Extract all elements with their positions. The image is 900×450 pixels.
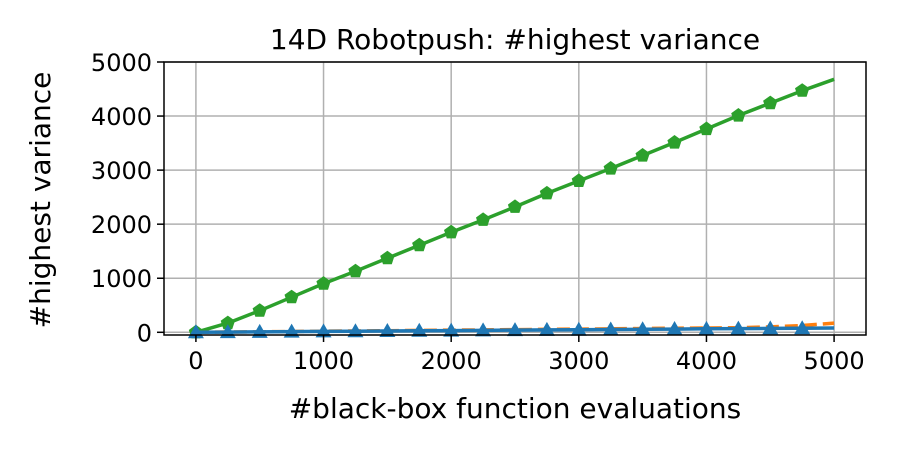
data-point-marker — [347, 323, 364, 338]
data-point-marker — [475, 322, 492, 337]
x-tick-label: 5000 — [804, 347, 865, 375]
data-point-marker — [444, 224, 459, 239]
y-tick-label: 1000 — [91, 265, 152, 293]
data-point-marker — [476, 212, 491, 226]
x-tick-label: 1000 — [293, 347, 354, 375]
data-point-marker — [666, 321, 683, 336]
data-point-marker — [315, 323, 332, 338]
data-point-marker — [794, 320, 811, 335]
data-point-marker — [348, 263, 363, 278]
data-point-marker — [379, 322, 396, 337]
data-point-marker — [603, 161, 618, 175]
data-point-marker — [412, 237, 427, 252]
x-axis-label: #black-box function evaluations — [289, 392, 742, 425]
data-point-marker — [538, 321, 555, 336]
data-point-marker — [731, 108, 746, 122]
data-point-marker — [284, 289, 299, 304]
axis-ticks: 0 1000 2000 3000 4000 5000 0 1000 2000 3000 4000 50… — [91, 49, 865, 375]
data-point-marker — [762, 320, 779, 335]
y-axis-label: #highest variance — [24, 72, 57, 329]
grid-lines — [164, 61, 866, 335]
data-point-marker — [602, 321, 619, 336]
y-tick-label: 2000 — [91, 211, 152, 239]
data-point-marker — [730, 320, 747, 335]
data-point-marker — [411, 322, 428, 337]
data-point-marker — [380, 250, 395, 265]
data-point-marker — [443, 322, 460, 337]
data-point-marker — [635, 148, 650, 162]
data-point-marker — [698, 320, 715, 335]
data-point-marker — [252, 303, 267, 317]
y-tick-label: 0 — [137, 319, 152, 347]
data-point-marker — [507, 322, 523, 337]
y-tick-label: 3000 — [91, 157, 152, 185]
y-tick-label: 4000 — [91, 103, 152, 131]
data-point-marker — [699, 121, 714, 136]
plot-frame — [163, 61, 867, 336]
x-tick-label: 3000 — [548, 347, 609, 375]
x-tick-label: 4000 — [676, 347, 737, 375]
data-point-marker — [667, 135, 682, 149]
data-point-marker — [539, 185, 554, 200]
data-point-marker — [316, 276, 331, 290]
x-tick-label: 2000 — [421, 347, 482, 375]
x-tick-label: 0 — [188, 347, 203, 375]
data-point-marker — [220, 315, 235, 330]
plot-series — [187, 77, 835, 339]
y-tick-label: 5000 — [91, 49, 152, 77]
chart-title: 14D Robotpush: #highest variance — [270, 23, 760, 56]
data-point-marker — [763, 95, 778, 110]
data-point-marker — [634, 321, 651, 336]
data-point-marker — [571, 173, 586, 187]
data-point-marker — [570, 321, 587, 336]
data-point-marker — [507, 199, 523, 213]
data-point-marker — [283, 323, 300, 338]
data-point-marker — [795, 83, 810, 97]
series-1 — [188, 77, 835, 339]
